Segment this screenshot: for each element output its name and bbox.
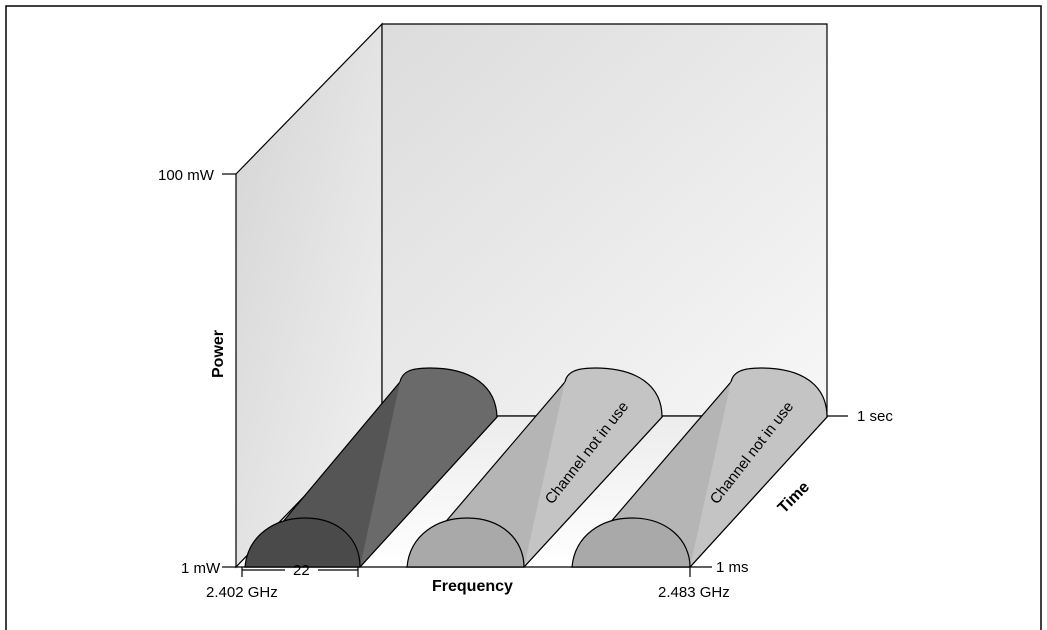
freq-end-label: 2.483 GHz [658, 584, 730, 601]
freq-start-label: 2.402 GHz [206, 584, 278, 601]
time-tick-end-label: 1 sec [857, 408, 893, 425]
time-axis-label: Time [775, 479, 813, 517]
bandwidth-label: 22 [293, 562, 310, 579]
back-wall [382, 24, 827, 416]
frequency-axis-label: Frequency [432, 578, 513, 595]
power-axis-label: Power [210, 330, 227, 378]
power-tick-high-label: 100 mW [158, 167, 215, 184]
time-tick-start-label: 1 ms [716, 559, 749, 576]
power-tick-low-label: 1 mW [181, 560, 221, 577]
